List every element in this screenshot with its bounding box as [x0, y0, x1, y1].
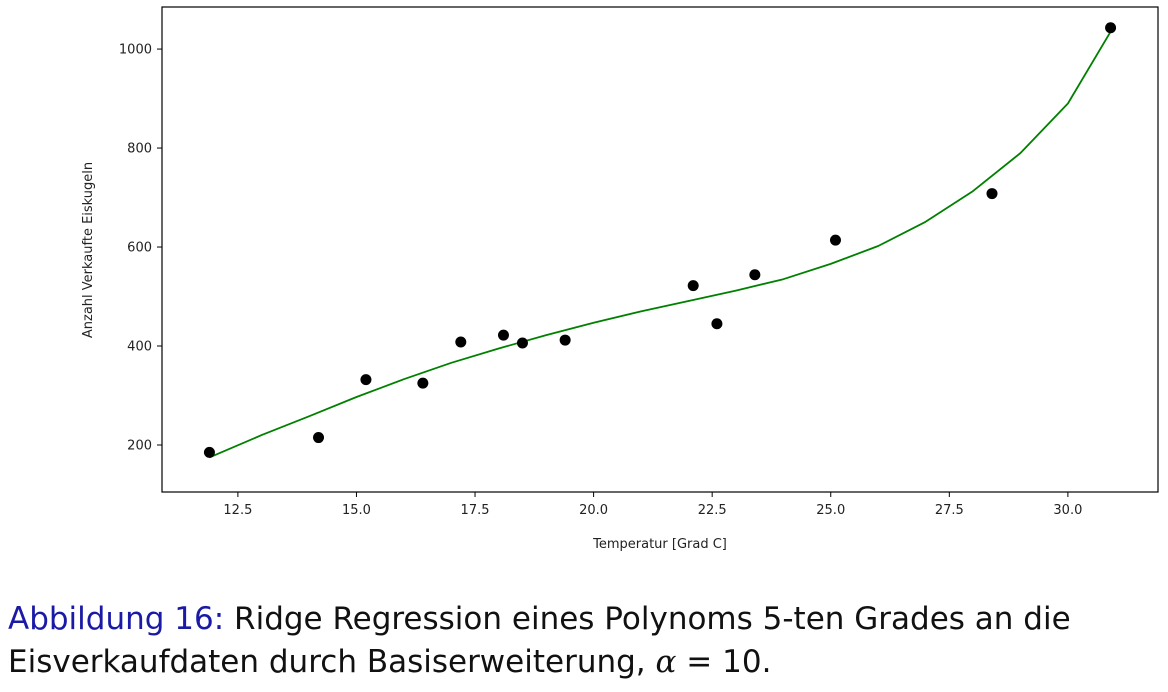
- data-point: [497, 329, 509, 341]
- data-point: [313, 432, 325, 444]
- figure-label: Abbildung 16:: [8, 601, 225, 637]
- data-point: [417, 377, 429, 389]
- data-point: [203, 446, 215, 458]
- figure-caption: Abbildung 16: Ridge Regression eines Pol…: [8, 598, 1160, 684]
- plot-area-frame: [161, 6, 1159, 493]
- y-tick-label: 200: [127, 438, 152, 453]
- x-axis-label: Temperatur [Grad C]: [592, 537, 727, 552]
- x-tick-label: 30.0: [1053, 503, 1082, 518]
- data-point: [829, 234, 841, 246]
- data-point: [516, 337, 528, 349]
- caption-line-2: Eisverkaufdaten durch Basiserweiterung, …: [8, 641, 1160, 684]
- y-tick-label: 400: [127, 340, 152, 355]
- x-tick-label: 15.0: [342, 503, 371, 518]
- y-tick-label: 800: [127, 142, 152, 157]
- x-tick-label: 25.0: [816, 503, 845, 518]
- regression-curve: [209, 31, 1112, 459]
- data-point: [360, 374, 372, 386]
- x-tick-label: 20.0: [579, 503, 608, 518]
- data-point: [455, 336, 467, 348]
- data-point: [749, 269, 761, 281]
- x-tick-label: 17.5: [461, 503, 490, 518]
- y-axis-label: Anzahl Verkaufte Eiskugeln: [81, 162, 96, 338]
- data-point: [986, 188, 998, 200]
- x-axis-ticks: 12.5 15.0 17.5 20.0 22.5 25.0 27.5 30.0: [223, 492, 1082, 518]
- caption-text-3: = 10.: [676, 644, 772, 680]
- alpha-symbol: α: [655, 644, 677, 680]
- caption-line-1: Abbildung 16: Ridge Regression eines Pol…: [8, 598, 1160, 641]
- y-tick-label: 600: [127, 241, 152, 256]
- series-layer: [203, 22, 1117, 459]
- x-tick-label: 27.5: [935, 503, 964, 518]
- caption-text-1: Ridge Regression eines Polynoms 5-ten Gr…: [224, 601, 1071, 637]
- x-tick-label: 12.5: [223, 503, 252, 518]
- data-point: [1105, 22, 1117, 34]
- y-tick-label: 1000: [119, 43, 152, 58]
- x-tick-label: 22.5: [698, 503, 727, 518]
- data-point: [687, 280, 699, 292]
- y-axis-ticks: 200 400 600 800 1000: [119, 43, 162, 453]
- caption-text-2: Eisverkaufdaten durch Basiserweiterung,: [8, 644, 656, 680]
- data-point: [711, 318, 723, 330]
- data-point: [559, 334, 571, 346]
- chart: 12.5 15.0 17.5 20.0 22.5 25.0 27.5 30.0 200 400 6…: [81, 6, 1159, 552]
